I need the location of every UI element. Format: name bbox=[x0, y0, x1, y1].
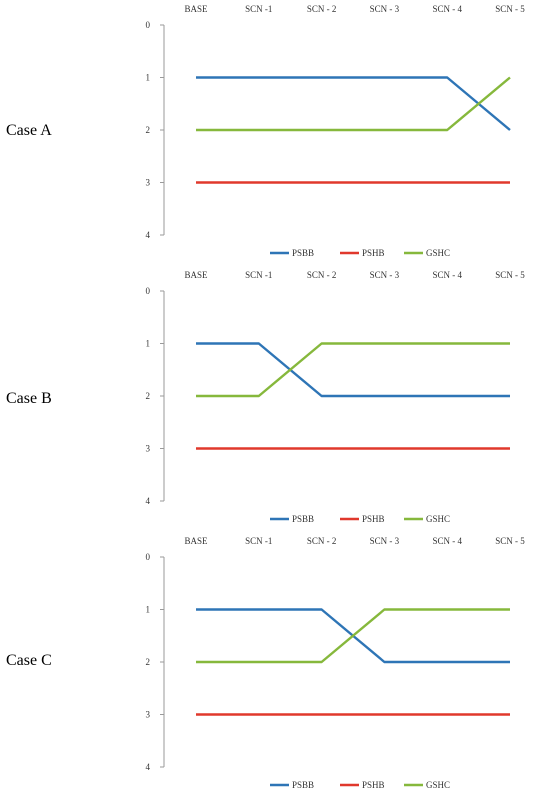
line-chart: 0 1 2 3 4 BASE SCN -1 SCN - 2 SCN - 3 SCN - 4 SCN … bbox=[146, 4, 526, 258]
line-chart: 0 1 2 3 4 BASE SCN -1 SCN - 2 SCN - 3 SCN - 4 SCN … bbox=[146, 270, 526, 524]
chart-panel-case-a: Case A 0 1 2 3 4 BASE SCN -1 SCN - 2 SCN - 3 SCN … bbox=[0, 0, 550, 265]
x-category-label: SCN - 4 bbox=[432, 536, 462, 546]
x-category-label: SCN - 3 bbox=[370, 270, 400, 280]
y-tick-label: 2 bbox=[146, 657, 151, 667]
legend-label: GSHC bbox=[426, 780, 450, 790]
x-category-label: SCN - 2 bbox=[307, 4, 337, 14]
y-tick-label: 4 bbox=[146, 762, 151, 772]
y-tick-label: 3 bbox=[146, 178, 151, 188]
legend-label: PSHB bbox=[362, 514, 385, 524]
x-category-label: SCN -1 bbox=[245, 4, 272, 14]
y-tick-label: 3 bbox=[146, 710, 151, 720]
y-tick-label: 1 bbox=[146, 339, 151, 349]
legend: PSBB PSHB GSHC bbox=[270, 780, 450, 790]
legend: PSBB PSHB GSHC bbox=[270, 248, 450, 258]
legend-label: GSHC bbox=[426, 248, 450, 258]
case-label: Case B bbox=[6, 390, 52, 407]
series-line-gshc bbox=[196, 608, 510, 664]
line-chart: 0 1 2 3 4 BASE SCN -1 SCN - 2 SCN - 3 SCN - 4 SCN … bbox=[146, 536, 526, 790]
case-label: Case A bbox=[6, 122, 52, 139]
y-tick-label: 2 bbox=[146, 391, 151, 401]
series-line-gshc bbox=[196, 342, 510, 398]
legend-label: PSHB bbox=[362, 780, 385, 790]
y-tick-label: 1 bbox=[146, 605, 151, 615]
x-category-label: BASE bbox=[184, 536, 208, 546]
y-tick-label: 0 bbox=[146, 552, 151, 562]
x-category-label: SCN - 5 bbox=[495, 270, 525, 280]
y-tick-label: 4 bbox=[146, 496, 151, 506]
y-tick-label: 4 bbox=[146, 230, 151, 240]
x-category-label: SCN - 2 bbox=[307, 536, 337, 546]
case-label: Case C bbox=[6, 652, 52, 669]
legend-label: PSHB bbox=[362, 248, 385, 258]
x-category-label: SCN - 3 bbox=[370, 4, 400, 14]
x-category-label: BASE bbox=[184, 4, 208, 14]
y-tick-label: 2 bbox=[146, 125, 151, 135]
x-category-label: SCN -1 bbox=[245, 536, 272, 546]
x-category-label: SCN - 4 bbox=[432, 4, 462, 14]
series-line-psbb bbox=[196, 342, 510, 398]
chart-panel-case-b: Case B 0 1 2 3 4 BASE SCN -1 SCN - 2 SCN - 3 SCN … bbox=[0, 266, 550, 531]
x-category-label: SCN - 4 bbox=[432, 270, 462, 280]
legend-label: GSHC bbox=[426, 514, 450, 524]
legend-label: PSBB bbox=[292, 780, 314, 790]
legend: PSBB PSHB GSHC bbox=[270, 514, 450, 524]
y-tick-label: 3 bbox=[146, 444, 151, 454]
x-category-label: SCN - 5 bbox=[495, 4, 525, 14]
x-category-label: SCN - 2 bbox=[307, 270, 337, 280]
y-tick-label: 1 bbox=[146, 73, 151, 83]
series-line-psbb bbox=[196, 76, 511, 131]
x-category-label: SCN -1 bbox=[245, 270, 272, 280]
x-category-label: SCN - 3 bbox=[370, 536, 400, 546]
chart-panel-case-c: Case C 0 1 2 3 4 BASE SCN -1 SCN - 2 SCN - 3 SCN … bbox=[0, 532, 550, 797]
y-tick-label: 0 bbox=[146, 20, 151, 30]
series-line-gshc bbox=[196, 76, 511, 132]
y-tick-label: 0 bbox=[146, 286, 151, 296]
legend-label: PSBB bbox=[292, 514, 314, 524]
x-category-label: SCN - 5 bbox=[495, 536, 525, 546]
legend-label: PSBB bbox=[292, 248, 314, 258]
x-category-label: BASE bbox=[184, 270, 208, 280]
